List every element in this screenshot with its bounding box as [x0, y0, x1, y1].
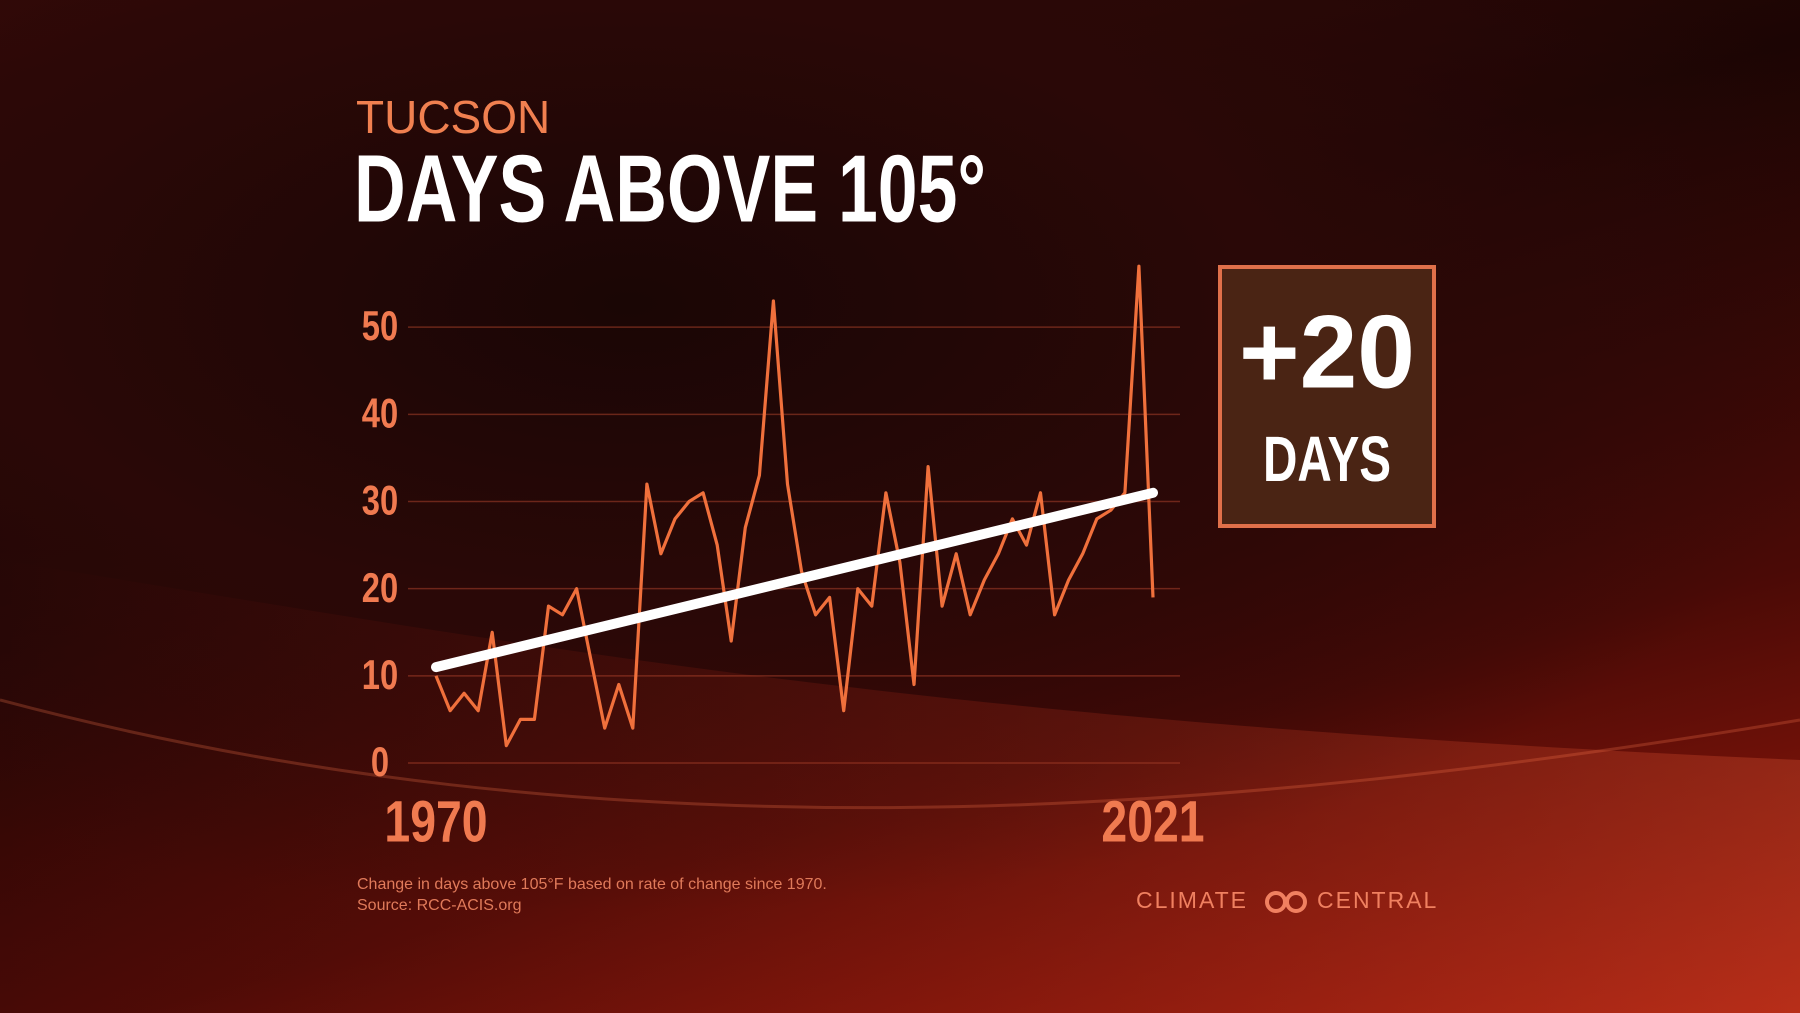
background-swoosh	[0, 560, 1800, 1013]
y-tick-label: 10	[362, 651, 398, 698]
y-tick-label: 40	[362, 390, 398, 437]
badge-label: DAYS	[1263, 423, 1391, 495]
chart-subtitle: TUCSON	[356, 91, 550, 143]
trend-line	[431, 487, 1158, 673]
badge-box	[1218, 265, 1436, 528]
footnote: Source: RCC-ACIS.org	[357, 897, 522, 914]
background-swoosh	[0, 698, 1800, 810]
y-tick-label: 0	[371, 738, 389, 785]
footnote: Change in days above 105°F based on rate…	[357, 876, 827, 893]
logo-text: CLIMATE	[1136, 887, 1248, 913]
x-tick-label: 2021	[1101, 789, 1204, 854]
logo-text: CENTRAL	[1317, 887, 1438, 913]
y-tick-label: 50	[362, 302, 398, 349]
chart-title: DAYS ABOVE 105°	[354, 135, 986, 242]
y-tick-label: 30	[362, 477, 398, 524]
badge-value: +20	[1239, 294, 1415, 410]
y-tick-label: 20	[362, 564, 398, 611]
x-tick-label: 1970	[384, 789, 487, 854]
logo-icon	[1285, 891, 1307, 913]
